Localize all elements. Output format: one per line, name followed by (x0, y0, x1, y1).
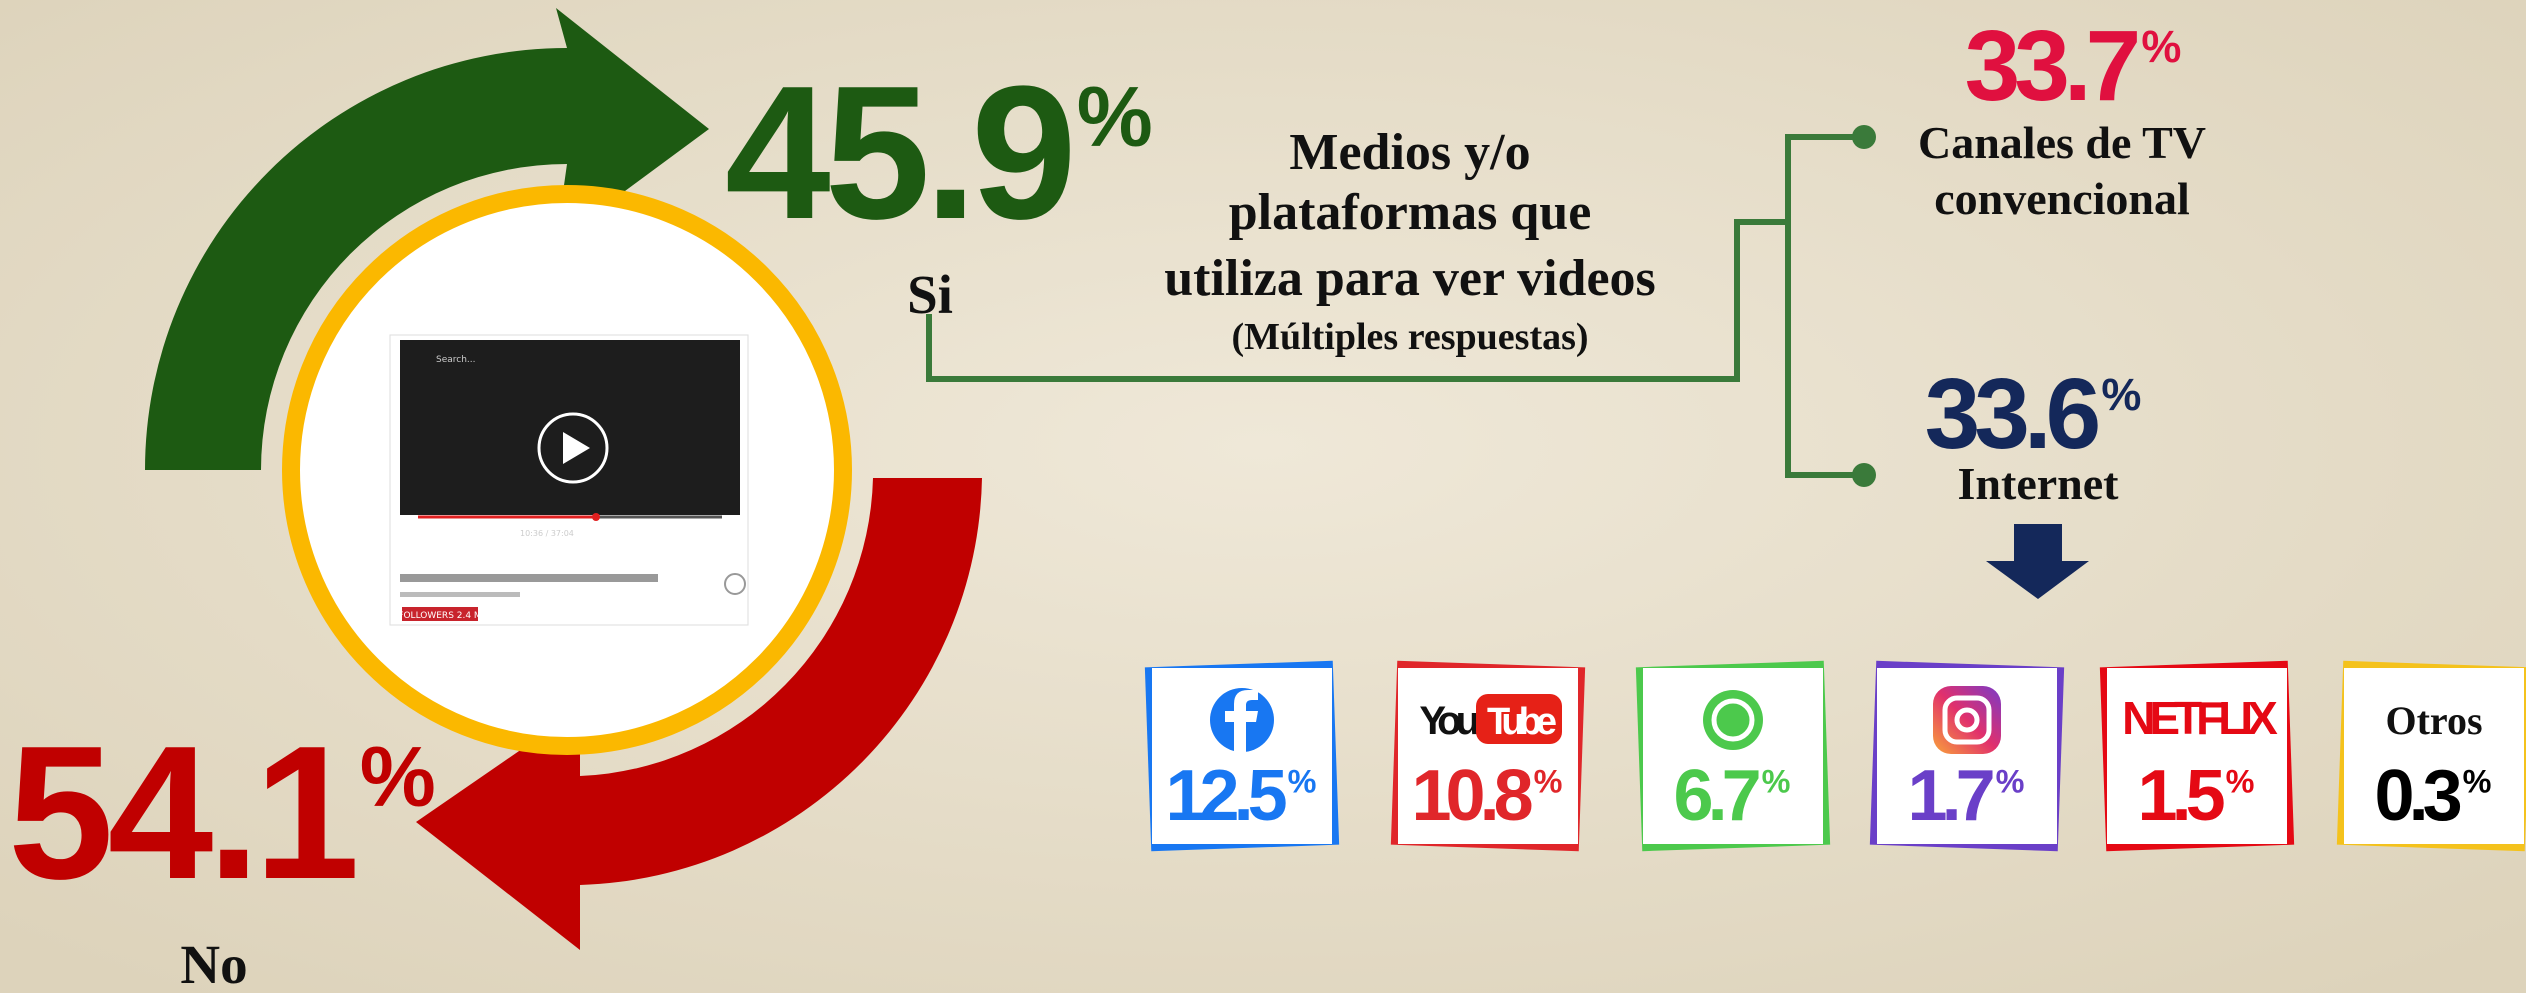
time: 10:36 / 37:04 (520, 529, 574, 538)
percent: 54.1% (8, 707, 434, 919)
youtube-you: You (1419, 699, 1477, 743)
percent: 6.7% (1674, 756, 1790, 836)
question-note: (Múltiples respuestas) (1231, 316, 1588, 358)
card (2344, 668, 2524, 844)
search: Search... (436, 355, 476, 365)
tv-label: convencional (1934, 173, 2190, 224)
red-arrow (416, 478, 982, 950)
percent-unit: % (2141, 21, 2180, 72)
percent: 12.5% (1166, 756, 1316, 836)
percent-value: 33.6 (1925, 358, 2098, 470)
platform-card: Otros (2336, 660, 2526, 852)
percent-value: 12.5 (1166, 756, 1287, 836)
youtube-box (1476, 694, 1562, 744)
percent: 10.8% (1412, 756, 1562, 836)
connector (926, 219, 1788, 382)
percent: 45.9% (725, 47, 1151, 259)
platform-card (1635, 660, 1831, 852)
card (2107, 668, 2287, 844)
percent-value: 6.7 (1674, 756, 1759, 836)
percent-value: 1.5 (2138, 756, 2225, 836)
instagram-frame (1942, 695, 1992, 745)
green-arrow (145, 8, 709, 470)
platform-card: You Tube (1390, 660, 1586, 852)
yes-label: Si (907, 264, 953, 325)
question: utiliza para ver videos (1164, 250, 1656, 307)
platform-card: NETFLIX (2099, 660, 2295, 852)
percent-value: 45.9 (725, 47, 1071, 259)
instagram-lens (1954, 707, 1980, 733)
dot (1852, 463, 1876, 487)
logo-text: Otros (2385, 698, 2482, 743)
youtube-tube: Tube (1487, 701, 1556, 743)
percent-unit: % (2101, 369, 2140, 420)
percent-unit: % (1077, 70, 1151, 165)
platform-card (1144, 660, 1340, 852)
internet-label: Internet (1958, 458, 2120, 509)
dot (1852, 125, 1876, 149)
whatsapp-ring (1711, 698, 1755, 742)
percent-value: 10.8 (1412, 756, 1532, 836)
percent-value: 0.3 (2375, 756, 2461, 836)
logo-text: NETFLIX (2122, 692, 2278, 744)
question: Medios y/o (1289, 124, 1530, 181)
percent-unit: % (360, 730, 434, 825)
facebook-f (1225, 690, 1258, 752)
percent-value: 1.7 (1908, 756, 1993, 836)
question: plataformas que (1229, 184, 1592, 241)
percent-value: 33.7 (1965, 10, 2138, 122)
no-label: No (180, 934, 247, 993)
platform-card (1869, 660, 2065, 852)
followers: FOLLOWERS 2.4 M (398, 611, 481, 621)
tv-label: Canales de TV (1918, 117, 2206, 168)
video-player: FOLLOWERS 2.4 M Search... 10:36 / 37:04 (389, 334, 749, 626)
percent-value: 54.1 (8, 707, 355, 919)
down-arrow (1986, 524, 2089, 599)
